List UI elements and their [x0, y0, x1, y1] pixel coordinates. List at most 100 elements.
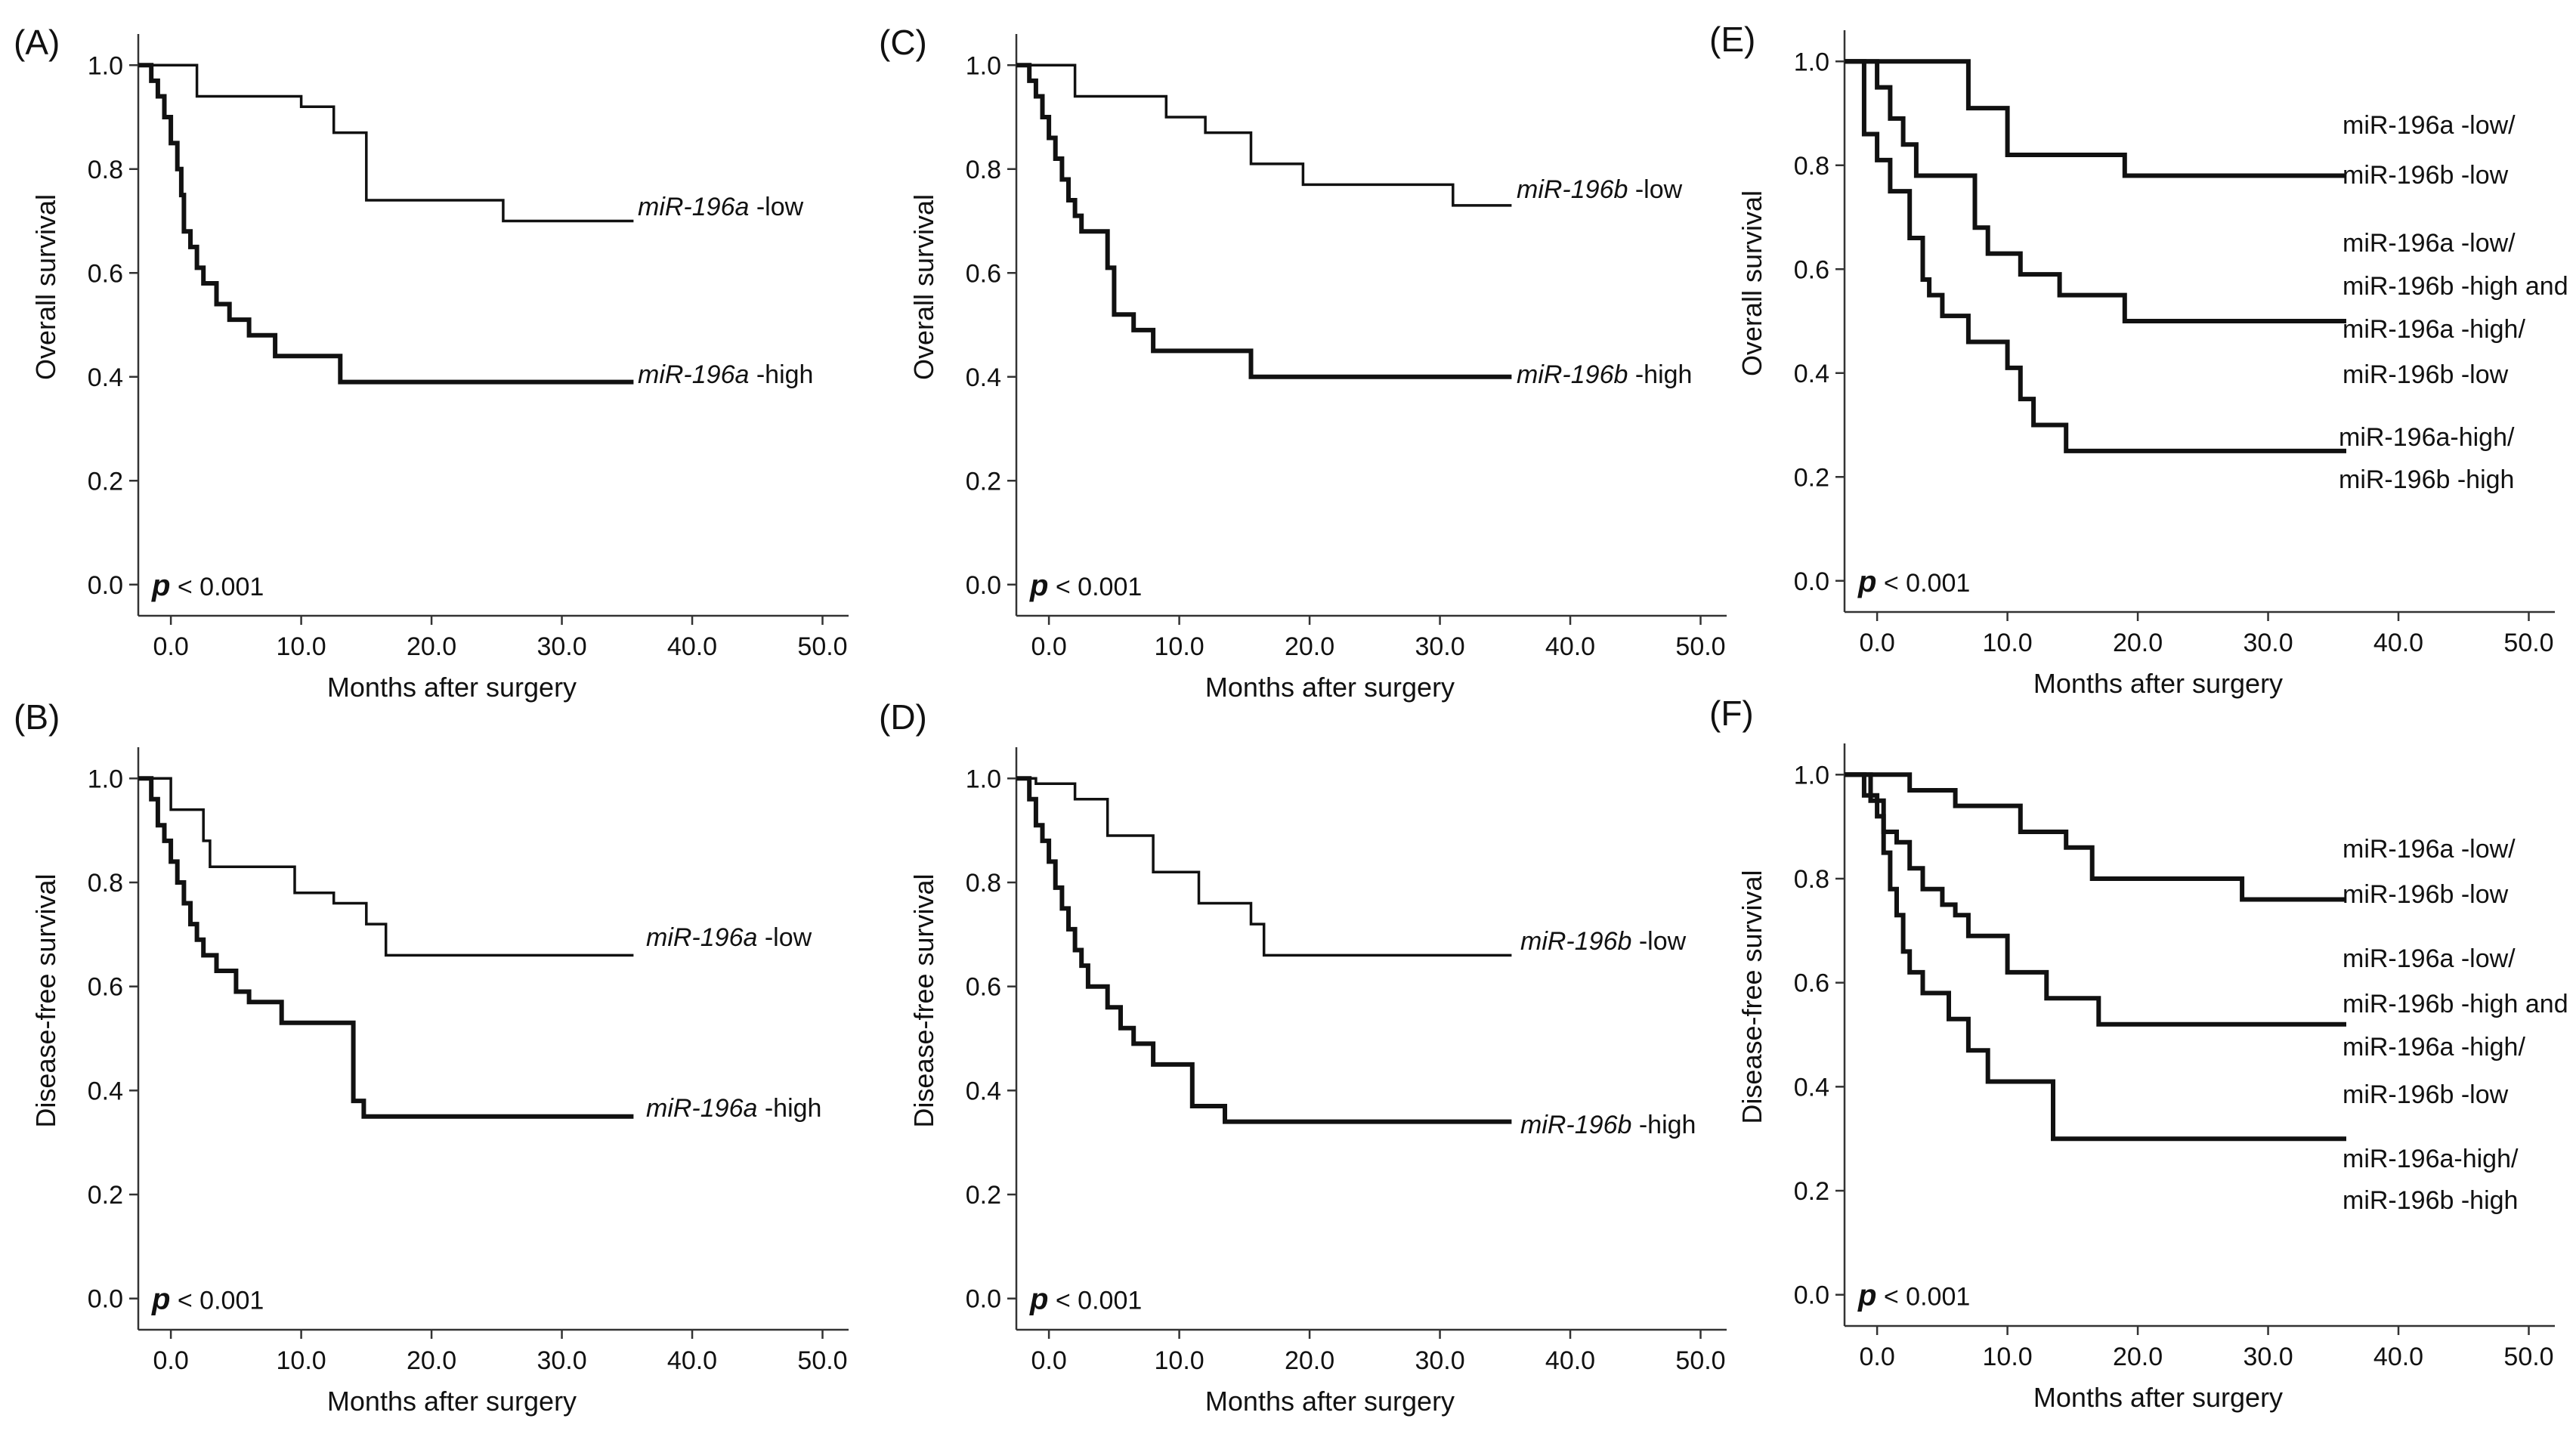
panel-label: (B) [14, 697, 60, 737]
x-tick-label: 10.0 [1155, 1346, 1205, 1375]
x-tick-label: 10.0 [1983, 1343, 2033, 1371]
series-label: miR-196a -low [638, 193, 804, 221]
p-value-label: p < 0.001 [1857, 1279, 1970, 1312]
x-tick-label: 0.0 [153, 632, 188, 661]
series-label: miR-196b -low [2343, 880, 2509, 909]
survival-curve-3 [1845, 59, 2346, 453]
p-value-label: p < 0.001 [1029, 569, 1142, 602]
y-tick-label: 0.2 [88, 467, 123, 496]
y-tick-label: 0.6 [88, 973, 123, 1002]
p-value-label: p < 0.001 [1029, 1283, 1142, 1316]
y-tick-label: 0.6 [1794, 255, 1829, 284]
survival-curve-2 [138, 63, 634, 385]
x-tick-label: 0.0 [1859, 629, 1894, 657]
survival-curve-1 [1845, 59, 2346, 178]
x-tick-label: 10.0 [277, 1346, 326, 1375]
series-label: miR-196a -high [638, 360, 813, 389]
y-tick-label: 1.0 [88, 51, 123, 80]
chart-panel-c: (C) 0.0 0.2 0.4 0.6 0.8 1.0 0.0 10.0 20.0 30.0 40.0… [879, 23, 1727, 703]
series-label: miR-196b -low [2343, 1080, 2509, 1109]
y-tick-label: 0.4 [88, 363, 123, 392]
series-label: miR-196b -low [2343, 161, 2509, 190]
x-tick-label: 0.0 [1031, 632, 1066, 661]
y-tick-label: 0.2 [966, 467, 1001, 496]
y-tick-label: 0.0 [88, 571, 123, 600]
series-label: miR-196b -high [2343, 1186, 2518, 1215]
survival-curve-2 [1845, 59, 2346, 323]
y-axis-title: Disease-free survival [908, 873, 939, 1127]
x-tick-label: 0.0 [1859, 1343, 1894, 1371]
y-tick-label: 0.8 [966, 156, 1001, 184]
p-value-label: p < 0.001 [151, 1283, 264, 1316]
y-tick-label: 0.8 [88, 156, 123, 184]
panel-label: (E) [1709, 20, 1755, 59]
x-tick-label: 30.0 [1415, 632, 1464, 661]
y-tick-label: 1.0 [88, 765, 123, 793]
y-tick-label: 0.0 [1794, 567, 1829, 596]
x-tick-label: 40.0 [2373, 629, 2423, 657]
series-label: miR-196a -low [646, 923, 812, 952]
survival-curve-2 [1016, 63, 1512, 379]
panel-label: (D) [879, 697, 927, 737]
x-tick-label: 10.0 [277, 632, 326, 661]
y-tick-label: 0.4 [1794, 360, 1829, 388]
series-label: miR-196b -high [2339, 465, 2514, 494]
y-tick-label: 0.8 [966, 869, 1001, 898]
series-label: miR-196a -high [646, 1094, 821, 1123]
y-tick-label: 0.6 [88, 259, 123, 288]
x-tick-label: 20.0 [2113, 1343, 2163, 1371]
y-axis-title: Overall survival [30, 194, 61, 380]
chart-panel-f: (F) 0.0 0.2 0.4 0.6 0.8 1.0 0.0 10.0 20.0 30.0 40.0… [1709, 694, 2568, 1413]
p-value-label: p < 0.001 [1857, 565, 1970, 598]
y-tick-label: 0.4 [966, 1077, 1001, 1105]
series-label: miR-196b -low [1520, 927, 1687, 956]
series-label: miR-196a -low/ [2343, 229, 2516, 258]
y-tick-label: 0.8 [1794, 152, 1829, 181]
y-tick-label: 0.8 [88, 869, 123, 898]
x-tick-label: 30.0 [537, 632, 586, 661]
series-label: miR-196a -low/ [2343, 835, 2516, 864]
x-tick-label: 40.0 [667, 632, 717, 661]
x-tick-label: 20.0 [407, 1346, 456, 1375]
y-tick-label: 0.2 [966, 1181, 1001, 1210]
panel-label: (A) [14, 23, 60, 62]
y-axis-title: Disease-free survival [1736, 870, 1767, 1123]
x-tick-label: 50.0 [1675, 632, 1725, 661]
chart-panel-e: (E) 0.0 0.2 0.4 0.6 0.8 1.0 0.0 10.0 20.0 30.0 40.0… [1709, 20, 2568, 699]
x-tick-label: 50.0 [797, 632, 847, 661]
y-tick-label: 1.0 [1794, 48, 1829, 76]
x-tick-label: 30.0 [2243, 629, 2293, 657]
series-label: miR-196a -high/ [2343, 315, 2525, 344]
survival-curve-1 [1845, 772, 2346, 902]
survival-curve-1 [1016, 63, 1512, 207]
chart-panel-a: (A) 0.0 0.2 0.4 0.6 0.8 1.0 0.0 10.0 20.0 30.0 40.0… [14, 23, 849, 703]
survival-curve-3 [1845, 772, 2346, 1142]
x-axis-title: Months after surgery [327, 1386, 577, 1417]
x-tick-label: 50.0 [2503, 629, 2553, 657]
series-label: miR-196b -high [1517, 360, 1692, 389]
x-axis-title: Months after surgery [2033, 668, 2283, 699]
series-label: miR-196a -low/ [2343, 944, 2516, 973]
x-tick-label: 50.0 [2503, 1343, 2553, 1371]
x-tick-label: 40.0 [2373, 1343, 2423, 1371]
panel-label: (F) [1709, 694, 1754, 733]
y-tick-label: 0.0 [966, 571, 1001, 600]
series-label: miR-196b -high and [2343, 272, 2568, 301]
x-tick-label: 20.0 [1285, 632, 1334, 661]
y-tick-label: 0.6 [966, 259, 1001, 288]
y-tick-label: 1.0 [1794, 761, 1829, 790]
y-tick-label: 0.4 [88, 1077, 123, 1105]
chart-panel-b: (B) 0.0 0.2 0.4 0.6 0.8 1.0 0.0 10.0 20.0 30.0 40.0… [14, 697, 849, 1417]
y-tick-label: 0.2 [88, 1181, 123, 1210]
y-tick-label: 0.2 [1794, 1177, 1829, 1206]
x-tick-label: 40.0 [1545, 632, 1595, 661]
y-tick-label: 0.4 [1794, 1073, 1829, 1102]
x-tick-label: 10.0 [1983, 629, 2033, 657]
x-tick-label: 40.0 [1545, 1346, 1595, 1375]
chart-panel-d: (D) 0.0 0.2 0.4 0.6 0.8 1.0 0.0 10.0 20.0 30.0 40.0… [879, 697, 1727, 1417]
y-tick-label: 0.4 [966, 363, 1001, 392]
series-label: miR-196b -high [1520, 1111, 1696, 1139]
survival-curve-1 [138, 777, 634, 957]
series-label: miR-196a-high/ [2339, 423, 2515, 452]
